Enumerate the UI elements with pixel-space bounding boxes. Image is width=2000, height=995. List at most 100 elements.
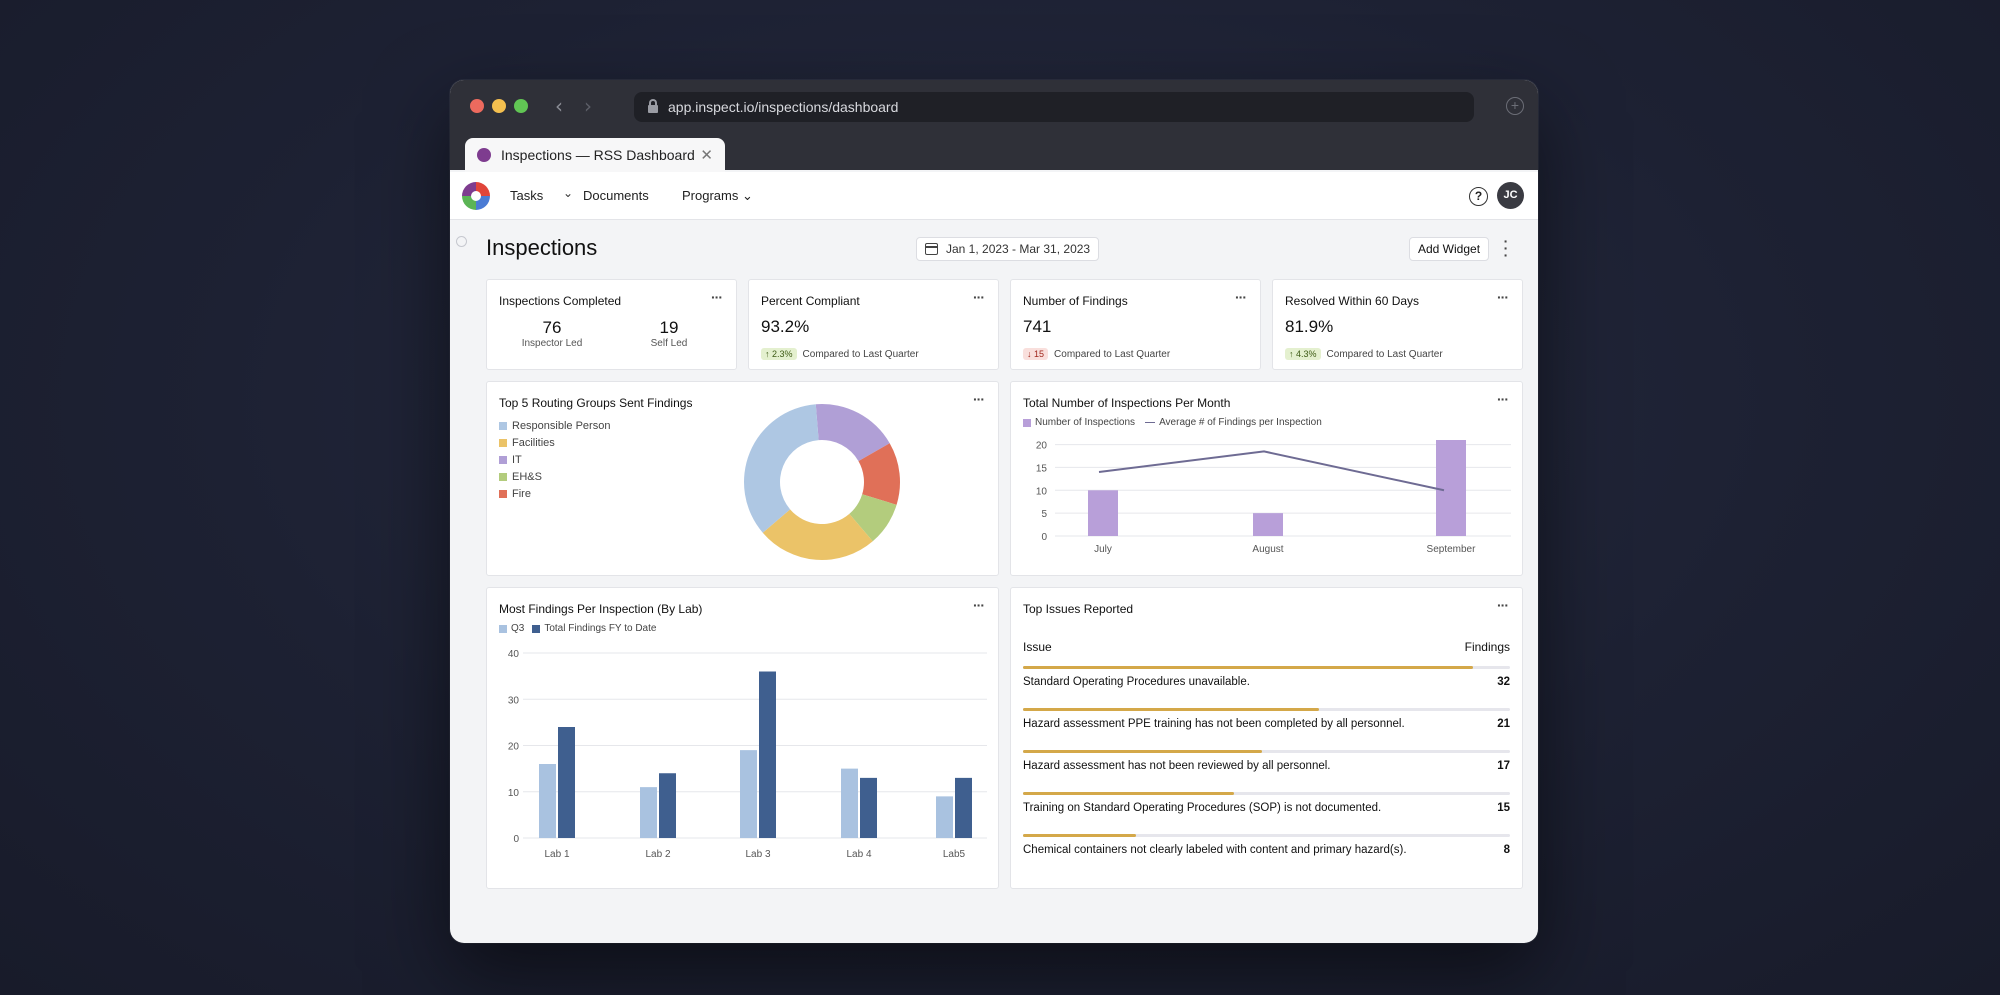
- card-title: Resolved Within 60 Days: [1285, 294, 1420, 308]
- issue-row[interactable]: Hazard assessment has not been reviewed …: [1023, 750, 1510, 772]
- minimize-window-button[interactable]: [492, 99, 506, 113]
- card-title: Total Number of Inspections Per Month: [1023, 396, 1231, 410]
- card-menu-icon[interactable]: ···: [1497, 597, 1509, 613]
- issue-text-row: Chemical containers not clearly labeled …: [1023, 844, 1510, 856]
- issue-progress-fill: [1023, 666, 1474, 669]
- close-window-button[interactable]: [470, 99, 484, 113]
- fy-bar: [955, 777, 972, 838]
- issue-progress-fill: [1023, 834, 1136, 837]
- legend-item: Facilities: [499, 437, 610, 449]
- y-tick-label: 10: [1036, 486, 1048, 497]
- app-logo-icon[interactable]: [462, 182, 490, 210]
- favicon-icon: [477, 148, 491, 162]
- issue-text-row: Standard Operating Procedures unavailabl…: [1023, 676, 1510, 688]
- issue-count: 32: [1497, 676, 1510, 688]
- legend-swatch: [499, 456, 507, 464]
- avatar[interactable]: JC: [1497, 182, 1524, 209]
- card-menu-icon[interactable]: ···: [1497, 289, 1509, 305]
- nav-documents[interactable]: Documents: [583, 188, 649, 203]
- donut-slice-eh-s: [849, 494, 897, 542]
- issue-progress-bar: [1023, 792, 1510, 795]
- tab-title: Inspections — RSS Dashboard: [501, 147, 695, 163]
- legend-swatch: [499, 490, 507, 498]
- legend-line-label: Average # of Findings per Inspection: [1159, 417, 1322, 428]
- back-arrow-icon[interactable]: ‹: [555, 94, 563, 118]
- maximize-window-button[interactable]: [514, 99, 528, 113]
- issue-text-row: Training on Standard Operating Procedure…: [1023, 802, 1510, 814]
- legend-line-swatch: [1145, 421, 1156, 424]
- change-up-badge: ↑ 4.3%: [1285, 348, 1321, 360]
- self-led-label: Self Led: [650, 338, 688, 349]
- issue-row[interactable]: Hazard assessment PPE training has not b…: [1023, 708, 1510, 730]
- issue-progress-bar: [1023, 750, 1510, 753]
- x-tick-label: August: [1252, 544, 1283, 555]
- y-tick-label: 0: [1041, 532, 1047, 543]
- legend-item: EH&S: [499, 471, 610, 483]
- issue-label: Chemical containers not clearly labeled …: [1023, 844, 1407, 856]
- issues-header: Issue Findings: [1023, 640, 1510, 654]
- compare-label: Compared to Last Quarter: [802, 349, 919, 360]
- add-widget-button[interactable]: Add Widget: [1409, 237, 1490, 261]
- x-tick-label: Lab 4: [846, 849, 871, 860]
- card-menu-icon[interactable]: ···: [973, 289, 985, 305]
- chevron-down-icon: ⌄: [741, 188, 753, 203]
- chart-legend: Q3 Total Findings FY to Date: [499, 623, 656, 634]
- card-title: Percent Compliant: [761, 294, 860, 308]
- forward-arrow-icon[interactable]: ›: [584, 94, 592, 118]
- issue-label: Standard Operating Procedures unavailabl…: [1023, 676, 1250, 688]
- nav-tasks[interactable]: Tasks: [510, 188, 544, 203]
- page-more-icon[interactable]: · · ·: [1503, 233, 1509, 263]
- issue-count: 21: [1497, 718, 1510, 730]
- card-menu-icon[interactable]: ···: [973, 597, 985, 613]
- date-range-picker[interactable]: Jan 1, 2023 - Mar 31, 2023: [916, 237, 1100, 261]
- inspector-led-label: Inspector Led: [521, 338, 583, 349]
- card-menu-icon[interactable]: ···: [711, 289, 723, 305]
- legend-item: Responsible Person: [499, 420, 610, 432]
- findings-column-header: Findings: [1464, 640, 1510, 654]
- y-tick-label: 20: [1036, 441, 1048, 452]
- tab-close-icon[interactable]: ✕: [700, 147, 713, 164]
- q3-bar: [740, 750, 757, 838]
- q3-bar: [640, 787, 657, 838]
- browser-tab[interactable]: Inspections — RSS Dashboard ✕: [465, 138, 725, 172]
- legend-swatch: [1023, 418, 1031, 427]
- legend-q3-label: Q3: [511, 623, 525, 634]
- legend-fy-label: Total Findings FY to Date: [544, 623, 657, 634]
- card-menu-icon[interactable]: ···: [973, 391, 985, 407]
- url-text: app.inspect.io/inspections/dashboard: [668, 99, 899, 115]
- card-title: Most Findings Per Inspection (By Lab): [499, 602, 703, 616]
- compare-label: Compared to Last Quarter: [1326, 349, 1443, 360]
- monthly-chart: 0 5 10 15 20 July August September: [1036, 440, 1511, 555]
- average-findings-line: [1098, 450, 1445, 492]
- x-tick-label: Lab 3: [745, 849, 770, 860]
- new-tab-icon[interactable]: +: [1506, 97, 1524, 115]
- change-value: 2.3%: [772, 349, 793, 359]
- legend-item: IT: [499, 454, 610, 466]
- help-icon[interactable]: ?: [1469, 187, 1488, 206]
- findings-by-lab-card: Most Findings Per Inspection (By Lab) ··…: [486, 587, 999, 889]
- kpi-card-findings: Number of Findings ··· 741 ↓ 15 Compared …: [1010, 279, 1261, 370]
- legend-label: EH&S: [512, 471, 542, 483]
- compare-label: Compared to Last Quarter: [1054, 349, 1171, 360]
- x-tick-label: September: [1427, 544, 1477, 555]
- issue-progress-bar: [1023, 834, 1510, 837]
- kpi-card-compliant: Percent Compliant ··· 93.2% ↑ 2.3% Compar…: [748, 279, 999, 370]
- issue-row[interactable]: Standard Operating Procedures unavailabl…: [1023, 666, 1510, 688]
- issue-row[interactable]: Chemical containers not clearly labeled …: [1023, 834, 1510, 856]
- y-tick-label: 20: [508, 742, 520, 753]
- q3-bar: [539, 764, 556, 838]
- address-bar[interactable]: app.inspect.io/inspections/dashboard: [634, 92, 1474, 122]
- issue-row[interactable]: Training on Standard Operating Procedure…: [1023, 792, 1510, 814]
- kpi-card-completed: Inspections Completed ··· 76 Inspector L…: [486, 279, 737, 370]
- nav-programs[interactable]: Programs ⌄: [682, 188, 753, 204]
- card-menu-icon[interactable]: ···: [1497, 391, 1509, 407]
- donut-slice-it: [815, 404, 890, 462]
- browser-window: ‹ › app.inspect.io/inspections/dashboard…: [450, 80, 1538, 943]
- card-menu-icon[interactable]: ···: [1235, 289, 1247, 305]
- issue-progress-fill: [1023, 792, 1235, 795]
- q3-bar: [841, 768, 858, 838]
- chevron-down-icon[interactable]: ⌄: [563, 186, 574, 200]
- arrow-down-icon: ↓: [1027, 349, 1032, 359]
- sidebar-collapse-icon[interactable]: [456, 236, 467, 247]
- issue-progress-fill: [1023, 708, 1319, 711]
